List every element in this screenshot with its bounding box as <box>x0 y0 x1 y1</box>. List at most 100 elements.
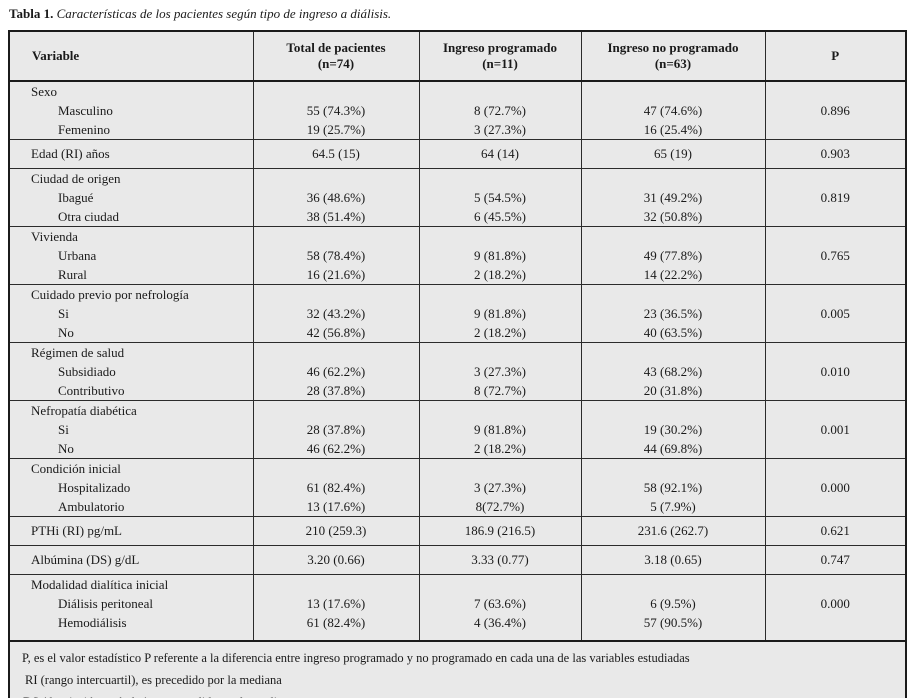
value: 58 (92.1%) <box>643 480 703 495</box>
table-caption-label: Tabla 1. <box>9 6 54 21</box>
patients-characteristics-table: Variable Total de pacientes (n=74) Ingre… <box>8 30 907 698</box>
value-cell: 43 (68.2%) 20 (31.8%) <box>580 342 766 401</box>
p-value: 0.005 <box>820 306 850 321</box>
value-cell: 58 (92.1%) 5 (7.9%) <box>580 458 766 517</box>
table-caption-text: Características de los pacientes según t… <box>56 6 392 21</box>
spacer <box>254 343 419 362</box>
section-row: Régimen de salud Subsidiado Contributivo 46… <box>8 342 907 401</box>
value-cell: 64 (14) <box>418 139 582 169</box>
column-header-variable: Variable <box>8 30 254 82</box>
p-value-cell: 0.010 <box>764 342 907 401</box>
table-body: Sexo Masculino Femenino 55 (74.3%) 19 (25.7%… <box>8 80 907 642</box>
value: 46 (62.2%) <box>306 441 366 456</box>
variable-cell: Vivienda Urbana Rural <box>8 226 254 285</box>
value-cell: 6 (9.5%) 57 (90.5%) <box>580 574 766 642</box>
variable-label: PTHi (RI) pg/mL <box>31 523 122 538</box>
value-cell: 61 (82.4%) 13 (17.6%) <box>252 458 420 517</box>
value-cell: 3 (27.3%) 8 (72.7%) <box>418 342 582 401</box>
spacer <box>582 169 765 188</box>
variable-cell: Edad (RI) años <box>8 139 254 169</box>
value-cell: 31 (49.2%) 32 (50.8%) <box>580 168 766 227</box>
spacer <box>254 401 419 420</box>
section-row: Sexo Masculino Femenino 55 (74.3%) 19 (25.7%… <box>8 80 907 140</box>
spacer <box>582 82 765 101</box>
value: 3.20 (0.66) <box>307 552 365 567</box>
section-row: Ciudad de origen Ibagué Otra ciudad 36 (48.… <box>8 168 907 227</box>
spacer <box>420 227 581 246</box>
value: 3.33 (0.77) <box>471 552 529 567</box>
value-cell: 13 (17.6%) 61 (82.4%) <box>252 574 420 642</box>
spacer <box>582 227 765 246</box>
value: 2 (18.2%) <box>474 325 526 340</box>
column-header-label: Ingreso programado <box>443 40 557 55</box>
value: 42 (56.8%) <box>306 325 366 340</box>
variable-cell: Cuidado previo por nefrología Si No <box>8 284 254 343</box>
variable-label: Cuidado previo por nefrología <box>31 287 189 302</box>
spacer <box>766 575 906 594</box>
column-header-n: (n=63) <box>654 56 692 71</box>
p-value: 0.903 <box>820 146 850 161</box>
spacer <box>254 285 419 304</box>
variable-label: Edad (RI) años <box>31 146 110 161</box>
value: 55 (74.3%) <box>306 103 366 118</box>
value: 210 (259.3) <box>305 523 367 538</box>
p-value: 0.010 <box>820 364 850 379</box>
spacer <box>254 459 419 478</box>
footnotes-row: P, es el valor estadístico P referente a… <box>8 640 907 698</box>
spacer <box>420 401 581 420</box>
p-value: 0.819 <box>820 190 850 205</box>
value-cell: 55 (74.3%) 19 (25.7%) <box>252 80 420 140</box>
column-header-label: Total de pacientes <box>286 40 386 55</box>
value: 61 (82.4%) <box>306 480 366 495</box>
spacer <box>420 82 581 101</box>
value: 20 (31.8%) <box>643 383 703 398</box>
value: 23 (36.5%) <box>643 306 703 321</box>
value-cell: 5 (54.5%) 6 (45.5%) <box>418 168 582 227</box>
sub-variable-label: Contributivo <box>58 383 125 398</box>
value: 38 (51.4%) <box>306 209 366 224</box>
spacer <box>254 82 419 101</box>
spacer <box>582 401 765 420</box>
value: 14 (22.2%) <box>643 267 703 282</box>
p-value-cell: 0.903 <box>764 139 907 169</box>
value: 3 (27.3%) <box>474 364 526 379</box>
sub-variable-label: Subsidiado <box>58 364 116 379</box>
footnote-ri: RI (rango intercuartil), es precedido po… <box>25 673 282 687</box>
p-value: 0.765 <box>820 248 850 263</box>
value-cell: 49 (77.8%) 14 (22.2%) <box>580 226 766 285</box>
variable-cell: Modalidad dialítica inicial Diálisis peri… <box>8 574 254 642</box>
value: 3 (27.3%) <box>474 122 526 137</box>
header-row: Variable Total de pacientes (n=74) Ingre… <box>8 30 907 82</box>
value-cell: 23 (36.5%) 40 (63.5%) <box>580 284 766 343</box>
value: 6 (9.5%) <box>650 596 696 611</box>
column-header-label: Ingreso no programado <box>607 40 739 55</box>
p-value-cell: 0.621 <box>764 516 907 546</box>
p-value-cell: 0.747 <box>764 545 907 575</box>
sub-variable-label: Femenino <box>58 122 110 137</box>
value: 64.5 (15) <box>312 146 360 161</box>
spacer <box>254 169 419 188</box>
spacer <box>420 285 581 304</box>
p-value-cell: 0.819 <box>764 168 907 227</box>
variable-cell: Ciudad de origen Ibagué Otra ciudad <box>8 168 254 227</box>
value-cell: 231.6 (262.7) <box>580 516 766 546</box>
spacer <box>420 575 581 594</box>
spacer <box>766 227 906 246</box>
sub-variable-label: Ibagué <box>58 190 94 205</box>
variable-label: Ciudad de origen <box>31 171 121 186</box>
value: 57 (90.5%) <box>643 615 703 630</box>
column-header-n: (n=74) <box>317 56 355 71</box>
value: 3.18 (0.65) <box>644 552 702 567</box>
value-cell: 3 (27.3%) 8(72.7%) <box>418 458 582 517</box>
variable-label: Nefropatía diabética <box>31 403 137 418</box>
value-cell: 47 (74.6%) 16 (25.4%) <box>580 80 766 140</box>
value: 231.6 (262.7) <box>637 523 709 538</box>
p-value-cell: 0.765 <box>764 226 907 285</box>
value: 8(72.7%) <box>475 499 525 514</box>
column-header-programado: Ingreso programado (n=11) <box>418 30 582 82</box>
value: 64 (14) <box>481 146 519 161</box>
p-value-cell: 0.005 <box>764 284 907 343</box>
value-cell: 8 (72.7%) 3 (27.3%) <box>418 80 582 140</box>
section-row: Albúmina (DS) g/dL 3.20 (0.66) 3.33 (0.77)… <box>8 545 907 575</box>
sub-variable-label: Masculino <box>58 103 113 118</box>
